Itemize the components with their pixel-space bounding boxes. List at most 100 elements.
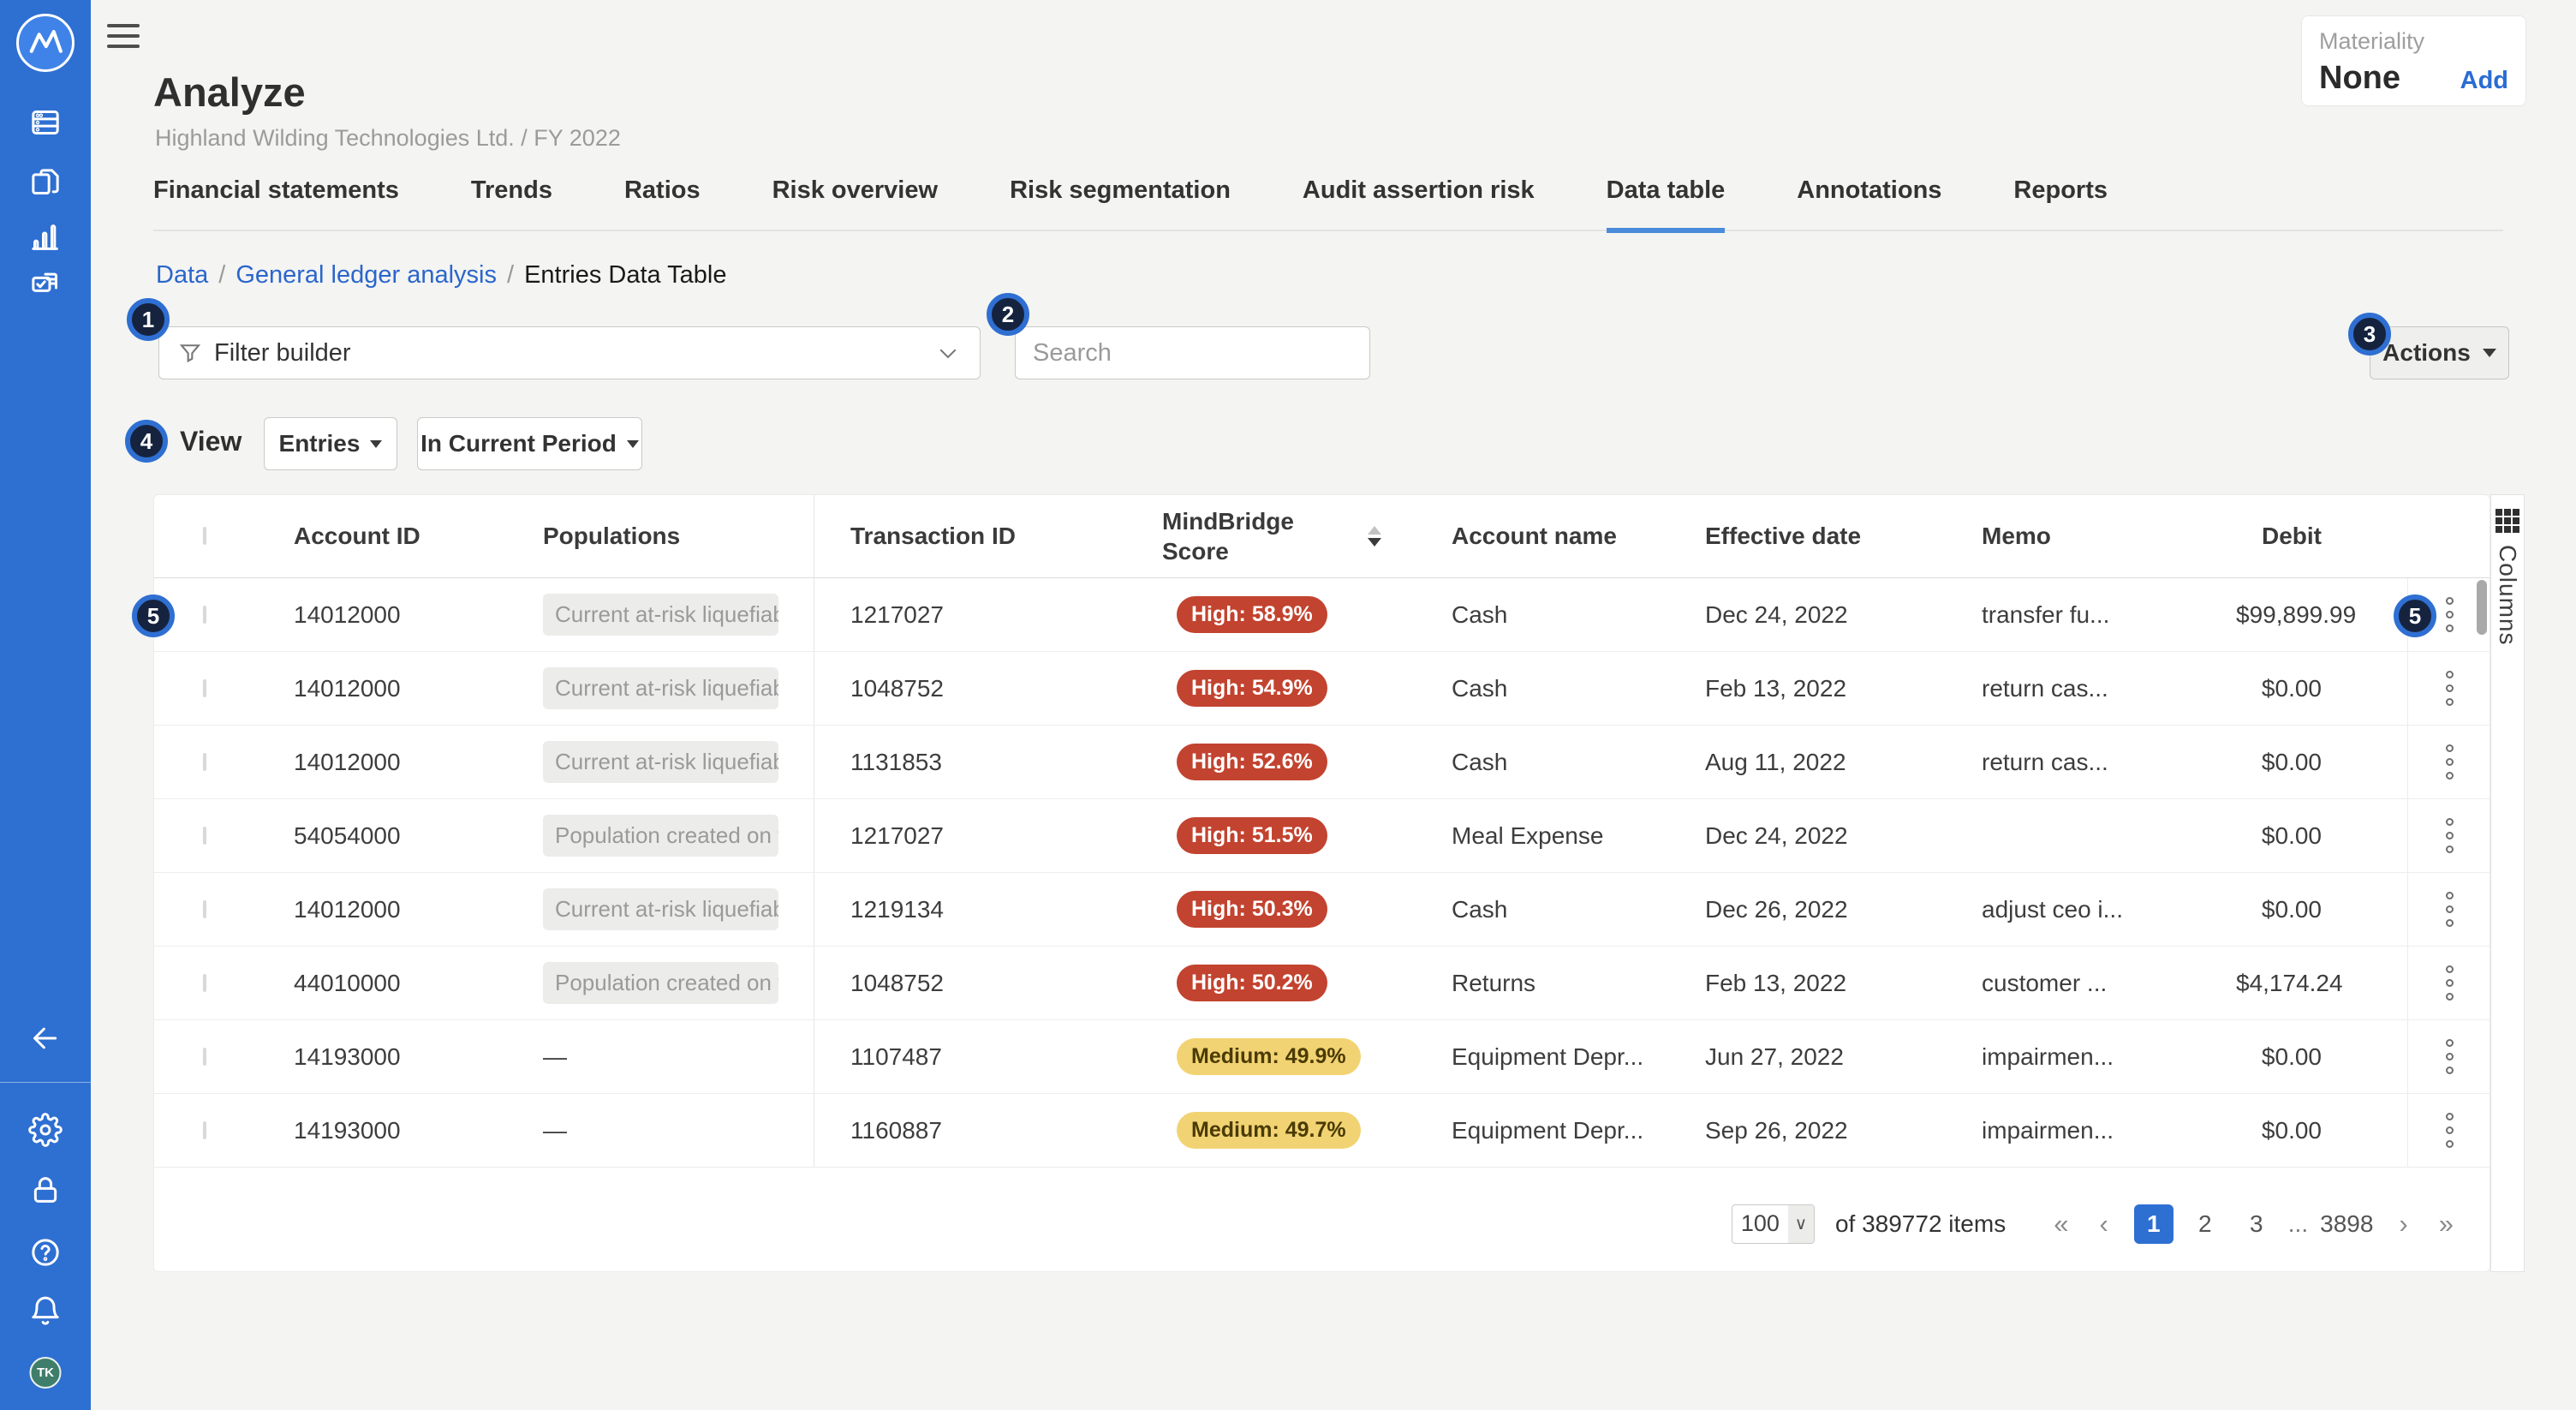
view-type-dropdown[interactable]: Entries xyxy=(264,417,397,470)
debit-cell: $0.00 xyxy=(2261,822,2322,849)
population-chip: Current at-risk liquefiable As xyxy=(543,594,778,636)
tab-audit-assertion-risk[interactable]: Audit assertion risk xyxy=(1302,176,1535,204)
row-checkbox[interactable] xyxy=(203,899,206,918)
page-button-2[interactable]: 2 xyxy=(2197,1210,2212,1237)
row-actions-cell xyxy=(2407,873,2490,946)
tab-trends[interactable]: Trends xyxy=(470,176,552,204)
filter-builder-dropdown[interactable]: Filter builder xyxy=(158,326,981,379)
account-id-cell: 14193000 xyxy=(294,1116,401,1144)
mindbridge-score-cell: Medium: 49.9% xyxy=(1140,1038,1422,1075)
admin-lock-icon[interactable] xyxy=(27,1171,64,1209)
row-checkbox-cell xyxy=(203,1120,206,1139)
row-checkbox[interactable] xyxy=(203,752,206,771)
search-input[interactable] xyxy=(1031,338,1357,368)
row-checkbox[interactable] xyxy=(203,605,206,624)
account-name-cell: Cash xyxy=(1452,748,1508,775)
column-header-mindbridge-score[interactable]: MindBridge Score xyxy=(1140,506,1422,566)
collapse-arrow-icon[interactable] xyxy=(27,1019,64,1057)
actions-button[interactable]: Actions xyxy=(2370,326,2509,379)
debit-cell: $99,899.99 xyxy=(2236,600,2357,628)
row-checkbox[interactable] xyxy=(203,826,206,845)
mindbridge-score-cell: Medium: 49.7% xyxy=(1140,1112,1422,1149)
last-page-button[interactable]: » xyxy=(2438,1208,2454,1239)
tab-financial-statements[interactable]: Financial statements xyxy=(153,176,399,204)
page-button-1[interactable]: 1 xyxy=(2133,1204,2174,1244)
first-page-button[interactable]: « xyxy=(2054,1208,2069,1239)
breadcrumb-item[interactable]: General ledger analysis xyxy=(236,261,497,289)
kebab-menu-icon[interactable] xyxy=(2437,1031,2462,1083)
page-numbers: 1 2 3... 3898 xyxy=(2133,1204,2374,1244)
row-checkbox[interactable] xyxy=(203,1047,206,1066)
tab-risk-overview[interactable]: Risk overview xyxy=(772,176,939,204)
score-badge: High: 50.2% xyxy=(1177,965,1327,1001)
breadcrumb: Data / General ledger analysis / Entries Dat… xyxy=(156,261,727,290)
tab-annotations[interactable]: Annotations xyxy=(1797,176,1942,204)
actions-label: Actions xyxy=(2382,339,2471,366)
prev-page-button[interactable]: ‹ xyxy=(2099,1208,2108,1239)
tab-data-table[interactable]: Data table xyxy=(1606,176,1726,233)
account-id-cell: 14012000 xyxy=(294,748,401,775)
kebab-menu-icon[interactable] xyxy=(2437,662,2462,714)
materiality-add-link[interactable]: Add xyxy=(2460,67,2508,94)
breadcrumb-item[interactable]: Data xyxy=(156,261,209,289)
page-size-select[interactable]: 100 ∨ xyxy=(1731,1204,1815,1244)
mindbridge-score-cell: High: 52.6% xyxy=(1140,744,1422,780)
population-chip: Current at-risk liquefiable As xyxy=(543,888,778,930)
account-name-cell: Equipment Depr... xyxy=(1452,1043,1644,1070)
data-library-icon[interactable] xyxy=(27,104,64,141)
memo-cell: impairmen... xyxy=(1982,1043,2114,1070)
transaction-id-cell: 1107487 xyxy=(850,1043,942,1070)
populations-cell: Current at-risk liquefiable As xyxy=(508,726,814,798)
column-header-effective-date[interactable]: Effective date xyxy=(1705,523,1862,549)
columns-panel-toggle[interactable]: Columns xyxy=(2490,494,2525,1272)
row-checkbox[interactable] xyxy=(203,973,206,992)
page-button-3[interactable]: 3 xyxy=(2249,1210,2263,1237)
column-header-debit[interactable]: Debit xyxy=(2262,523,2322,549)
row-checkbox[interactable] xyxy=(203,678,206,697)
column-header-account-name[interactable]: Account name xyxy=(1452,523,1617,549)
materiality-card: Materiality None Add xyxy=(2301,15,2526,106)
account-name-cell: Meal Expense xyxy=(1452,822,1604,849)
next-page-button[interactable]: › xyxy=(2399,1208,2408,1239)
items-count-text: of 389772 items xyxy=(1834,1210,2007,1237)
page-title: Analyze xyxy=(153,69,306,115)
materiality-label: Materiality xyxy=(2319,28,2425,54)
column-header-transaction-id[interactable]: Transaction ID xyxy=(850,523,1016,549)
period-dropdown[interactable]: In Current Period xyxy=(417,417,642,470)
kebab-menu-icon[interactable] xyxy=(2437,957,2462,1009)
transaction-id-cell: 1217027 xyxy=(850,600,945,628)
kebab-menu-icon[interactable] xyxy=(2437,588,2462,641)
engagements-icon[interactable] xyxy=(27,164,64,201)
row-checkbox[interactable] xyxy=(203,1120,206,1139)
tasks-icon[interactable] xyxy=(27,265,64,302)
score-badge: Medium: 49.9% xyxy=(1177,1038,1361,1075)
tab-ratios[interactable]: Ratios xyxy=(623,176,701,204)
entries-data-table: Account ID Populations Transaction ID MindB… xyxy=(153,494,2490,1272)
notifications-bell-icon[interactable] xyxy=(27,1293,64,1330)
kebab-menu-icon[interactable] xyxy=(2437,883,2462,935)
tab-risk-segmentation[interactable]: Risk segmentation xyxy=(1010,176,1231,204)
tab-reports[interactable]: Reports xyxy=(2013,176,2108,204)
mindbridge-logo[interactable] xyxy=(16,14,75,72)
column-header-populations[interactable]: Populations xyxy=(508,495,814,577)
analytics-icon[interactable] xyxy=(27,218,64,256)
user-avatar[interactable]: TK xyxy=(29,1357,62,1389)
debit-cell: $0.00 xyxy=(2261,674,2322,702)
sort-icon[interactable] xyxy=(1368,526,1381,547)
column-header-memo[interactable]: Memo xyxy=(1982,523,2051,549)
kebab-menu-icon[interactable] xyxy=(2437,1104,2462,1156)
select-all-checkbox[interactable] xyxy=(203,527,206,545)
kebab-menu-icon[interactable] xyxy=(2437,736,2462,788)
populations-cell: Population created on the D xyxy=(508,947,814,1019)
page-button-3898[interactable]: 3898 xyxy=(2320,1210,2374,1237)
table-scrollbar[interactable] xyxy=(2477,580,2487,635)
help-icon[interactable] xyxy=(27,1234,64,1271)
settings-gear-icon[interactable] xyxy=(27,1111,64,1149)
sidebar-divider xyxy=(0,1082,91,1083)
column-header-label: MindBridge Score xyxy=(1162,508,1294,565)
mindbridge-score-cell: High: 51.5% xyxy=(1140,817,1422,854)
population-empty: — xyxy=(543,1116,567,1144)
kebab-menu-icon[interactable] xyxy=(2437,810,2462,862)
column-header-account-id[interactable]: Account ID xyxy=(294,523,420,549)
hamburger-icon[interactable] xyxy=(107,24,140,48)
